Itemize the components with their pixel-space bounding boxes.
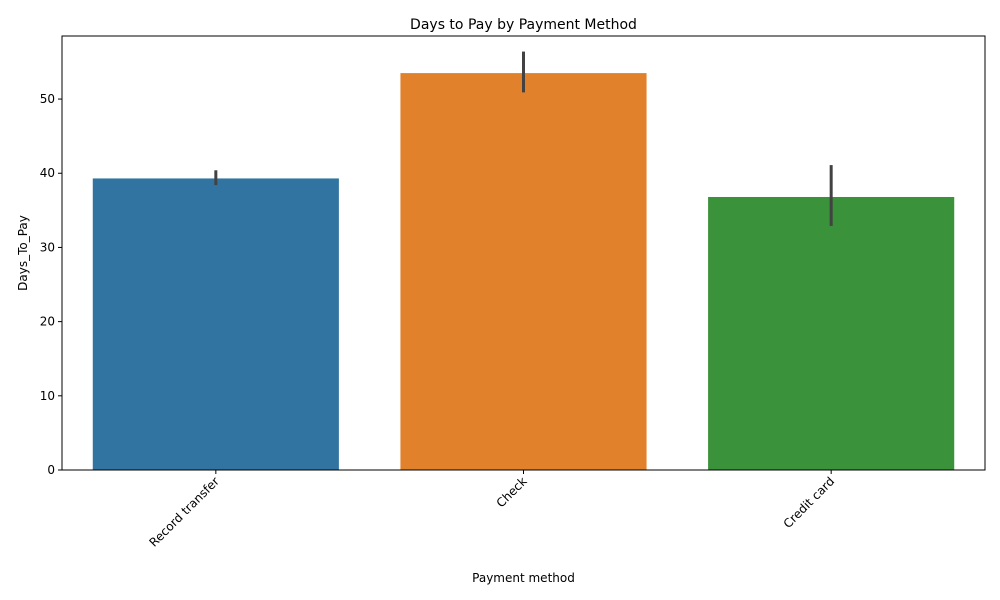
y-tick-label: 10 xyxy=(40,389,55,403)
x-axis: Record transfer Check Credit card xyxy=(147,470,838,550)
y-tick-label: 0 xyxy=(47,463,55,477)
plot-frame xyxy=(61,35,986,471)
chart-title: Days to Pay by Payment Method xyxy=(410,17,637,33)
x-tick-label: Credit card xyxy=(781,474,838,531)
bar-record-transfer xyxy=(92,178,339,470)
y-tick-label: 20 xyxy=(40,315,55,329)
bar-credit-card xyxy=(708,196,955,470)
y-tick-label: 30 xyxy=(40,240,55,254)
y-axis: 0 10 20 30 40 50 xyxy=(40,92,62,477)
x-tick-label: Record transfer xyxy=(147,474,222,549)
x-tick-label: Check xyxy=(494,474,530,510)
y-tick-label: 50 xyxy=(40,92,55,106)
error-bars-group xyxy=(214,51,833,226)
y-tick-label: 40 xyxy=(40,166,55,180)
bar-check xyxy=(400,73,647,470)
bars-group xyxy=(92,73,955,470)
x-axis-label: Payment method xyxy=(472,571,575,585)
y-axis-label: Days_To_Pay xyxy=(16,215,30,291)
